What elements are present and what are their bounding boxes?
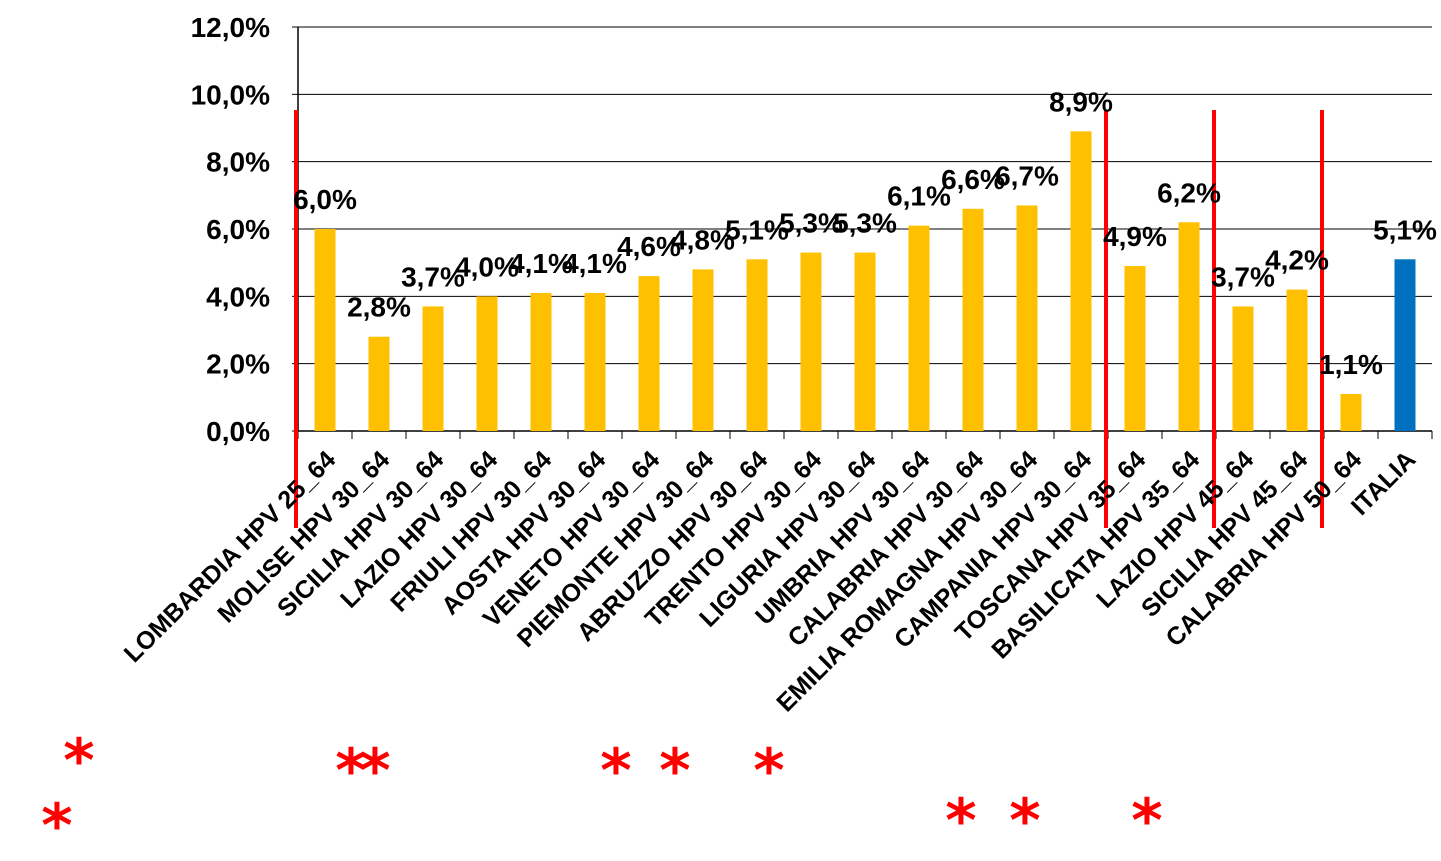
bar	[1124, 266, 1146, 431]
data-label: 5,1%	[1373, 214, 1437, 245]
star-marker: *	[945, 786, 976, 856]
data-label: 5,3%	[779, 208, 843, 239]
star-marker: *	[335, 736, 366, 806]
data-label: 6,6%	[941, 164, 1005, 195]
bar	[530, 292, 552, 431]
bar	[692, 269, 714, 431]
bar	[638, 276, 660, 431]
data-label: 6,0%	[293, 184, 357, 215]
data-label: 4,1%	[563, 248, 627, 279]
y-tick-label: 8,0%	[206, 147, 270, 178]
y-tick-label: 6,0%	[206, 214, 270, 245]
data-label: 4,0%	[455, 251, 519, 282]
data-label: 5,3%	[833, 208, 897, 239]
star-marker: *	[1009, 786, 1040, 856]
data-label: 8,9%	[1049, 86, 1113, 117]
star-marker: *	[659, 736, 690, 806]
bar	[1394, 259, 1416, 431]
data-label: 6,2%	[1157, 177, 1221, 208]
data-label: 6,7%	[995, 160, 1059, 191]
data-label: 4,9%	[1103, 221, 1167, 252]
bar	[908, 225, 930, 431]
bar	[584, 292, 606, 431]
bar	[1070, 131, 1092, 431]
star-marker: *	[63, 726, 94, 796]
data-label: 4,8%	[671, 224, 735, 255]
bar	[746, 259, 768, 431]
bar	[800, 252, 822, 431]
bar	[368, 336, 390, 431]
bar	[1016, 205, 1038, 431]
bar	[1286, 289, 1308, 431]
data-label: 2,8%	[347, 292, 411, 323]
bar	[422, 306, 444, 431]
y-tick-label: 4,0%	[206, 281, 270, 312]
bar	[1340, 393, 1362, 431]
bar	[314, 229, 336, 431]
y-tick-label: 2,0%	[206, 349, 270, 380]
bars	[314, 131, 1416, 431]
data-label: 3,7%	[1211, 261, 1275, 292]
data-label: 3,7%	[401, 261, 465, 292]
data-label: 4,1%	[509, 248, 573, 279]
bar	[476, 296, 498, 431]
y-tick-label: 0,0%	[206, 416, 270, 447]
y-tick-label: 10,0%	[191, 79, 270, 110]
star-marker: *	[1131, 786, 1162, 856]
star-marker: *	[359, 736, 390, 806]
category-label: LOMBARDIA HPV 25_64	[119, 445, 342, 668]
group-separators	[294, 110, 1324, 528]
data-label: 4,2%	[1265, 245, 1329, 276]
star-marker: *	[41, 791, 72, 861]
star-marker: *	[600, 736, 631, 806]
y-axis-tick-labels: 0,0% 2,0% 4,0% 6,0% 8,0% 10,0% 12,0%	[191, 12, 271, 447]
bar	[1178, 222, 1200, 431]
bar	[1232, 306, 1254, 431]
star-markers: ** ** * * ** * *	[41, 726, 1162, 861]
y-tick-label: 12,0%	[191, 12, 270, 43]
data-label: 5,1%	[725, 214, 789, 245]
star-marker: *	[753, 736, 784, 806]
bar	[854, 252, 876, 431]
data-labels: 6,0%2,8%3,7%4,0%4,1%4,1%4,6%4,8%5,1%5,3%…	[293, 86, 1437, 380]
data-label: 6,1%	[887, 181, 951, 212]
data-label: 4,6%	[617, 231, 681, 262]
data-label: 1,1%	[1319, 349, 1383, 380]
bar	[962, 208, 984, 431]
